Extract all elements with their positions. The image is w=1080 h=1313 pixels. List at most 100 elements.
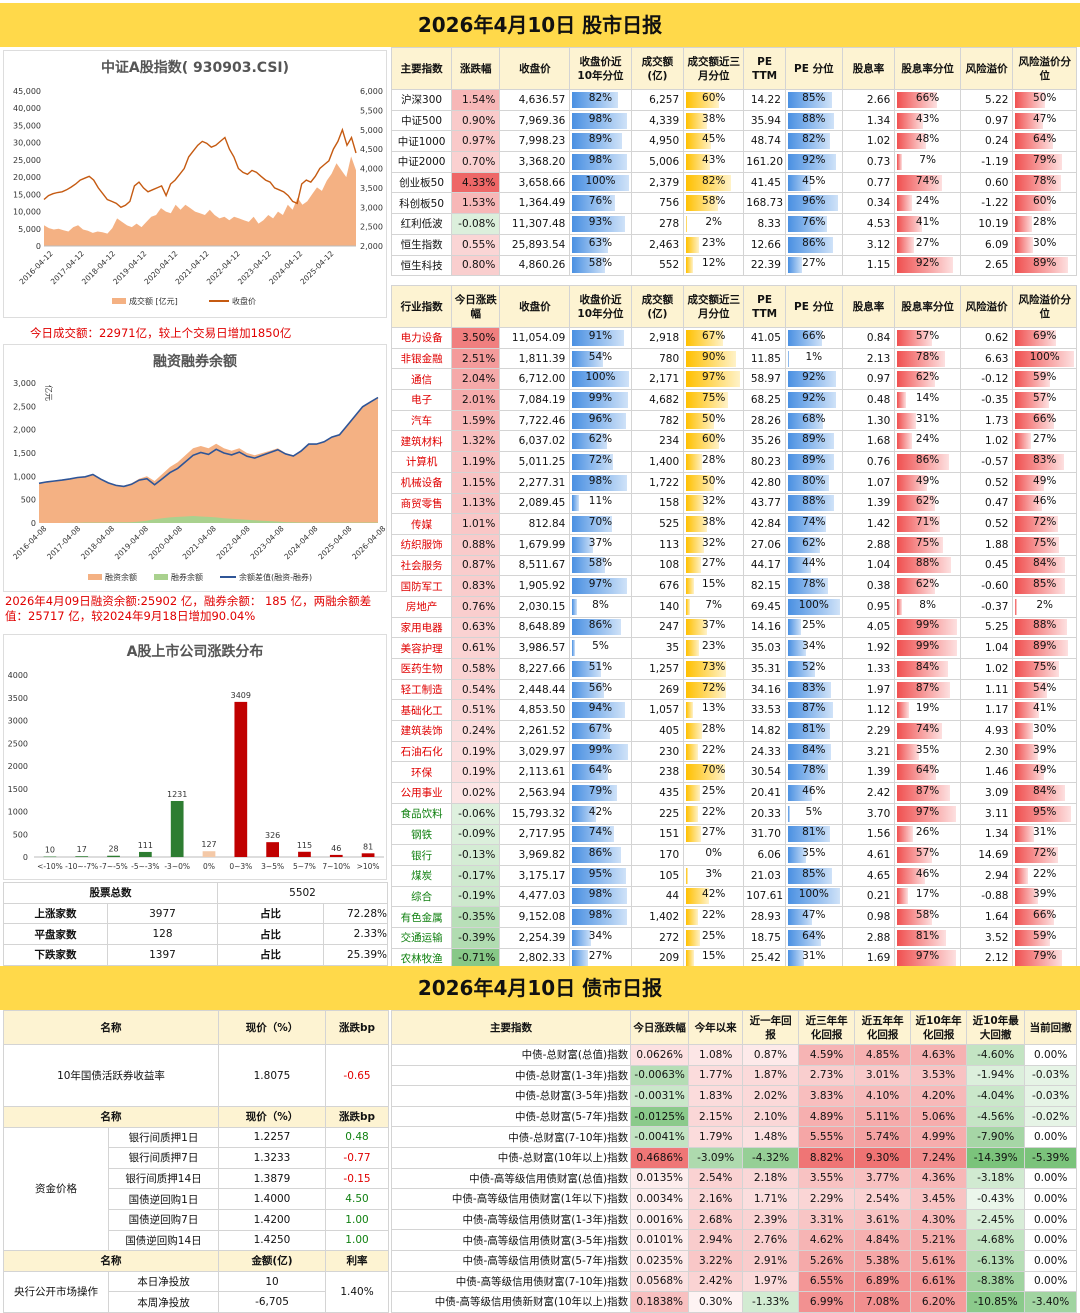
pboc-ops-label: 央行公开市场操作 xyxy=(3,1270,109,1313)
bar-value: 30% xyxy=(1033,722,1057,735)
bar-fill xyxy=(572,702,626,719)
bond-index-name: 中债-高等级信用债财富(3-5年)指数 xyxy=(390,1229,632,1251)
bar-value: 93% xyxy=(588,215,613,228)
data-label: 3409 xyxy=(231,691,251,700)
bond-value: 2.29% xyxy=(798,1188,856,1210)
x-tick: -10~-7% xyxy=(65,862,98,871)
change-cell: -0.35% xyxy=(451,906,501,928)
y-right-tick: 2,000 xyxy=(360,242,383,251)
index-name: 汽车 xyxy=(390,409,453,432)
data-bar: 24% xyxy=(897,433,958,450)
percentile-cell: 38% xyxy=(683,513,745,535)
col-header: 收盘价 xyxy=(499,47,571,90)
value-cell: 0.97 xyxy=(841,368,896,391)
ratio-label: 占比 xyxy=(217,944,324,966)
bar-fill xyxy=(897,805,957,822)
value-cell: 1.88 xyxy=(959,533,1014,556)
value-cell: 14.16 xyxy=(743,616,786,639)
bar-fill xyxy=(897,598,903,615)
bar-fill xyxy=(1015,257,1068,274)
bond-value: 7.08% xyxy=(854,1291,912,1313)
percentile-cell: 62% xyxy=(894,368,961,391)
data-bar: 12% xyxy=(686,257,741,274)
bar-fill xyxy=(1015,174,1062,191)
table-row: 综合 -0.19% 4,477.03 98% 44 42% 107.61 100% 0.21 17… xyxy=(390,885,1077,908)
value-cell: 43.77 xyxy=(743,492,786,515)
legend-diff: 余额差值(融资-融券) xyxy=(239,572,312,582)
data-bar: 41% xyxy=(897,215,958,232)
bond-value: 0.0016% xyxy=(630,1208,690,1231)
value-cell: 33.53 xyxy=(743,699,786,722)
data-bar: 1% xyxy=(787,350,840,367)
index-name: 通信 xyxy=(390,368,453,391)
bar-value: 35% xyxy=(915,743,940,756)
bar-value: 43% xyxy=(702,153,726,166)
bond-value: -0.0041% xyxy=(630,1126,690,1148)
data-bar: 100% xyxy=(787,598,840,615)
value-cell: 11,054.09 xyxy=(499,327,571,349)
bond-value: 4.36% xyxy=(910,1167,968,1190)
bar-fill xyxy=(572,91,619,108)
data-bar: 7% xyxy=(686,598,741,615)
y-tick: 3000 xyxy=(8,717,28,726)
value-cell: 108 xyxy=(630,554,685,577)
chart-title: A股上市公司涨跌分布 xyxy=(126,644,264,660)
percentile-cell: 19% xyxy=(894,699,961,722)
percentile-cell: 22% xyxy=(1012,864,1077,887)
bond-index-name: 中债-高等级信用债财富(7-10年)指数 xyxy=(390,1270,632,1293)
change-cell: 0.90% xyxy=(451,109,501,132)
data-bar: 27% xyxy=(787,257,840,274)
percentile-cell: 95% xyxy=(569,864,632,887)
bar-value: 78% xyxy=(802,764,826,777)
bar-value: 71% xyxy=(915,516,940,529)
percentile-cell: 82% xyxy=(784,130,843,153)
data-bar: 46% xyxy=(787,784,840,801)
value-cell: 1.46 xyxy=(959,761,1014,784)
bar-fill xyxy=(787,598,840,615)
bond-index-name: 中债-高等级信用债财富(总值)指数 xyxy=(390,1167,632,1190)
bar-fill xyxy=(1015,329,1056,346)
bar-fill xyxy=(897,764,937,781)
bar-value: 54% xyxy=(1033,681,1057,694)
rise-fall-distribution-svg: 4000 3500 3000 2500 2000 1500 1000 500 0 10 <-10% 1… xyxy=(8,671,384,871)
bond-index-name: 中债-总财富(7-10年)指数 xyxy=(390,1126,632,1148)
percentile-cell: 75% xyxy=(683,389,745,411)
percentile-cell: 54% xyxy=(569,347,632,370)
bar-value: 89% xyxy=(1033,257,1057,270)
bar-fill xyxy=(787,909,813,926)
y-left-tick: 30,000 xyxy=(13,139,41,148)
change-cell: 0.80% xyxy=(451,254,501,277)
value-cell: 20.33 xyxy=(743,802,786,825)
value-cell: 2,254.39 xyxy=(499,926,571,949)
data-bar: 27% xyxy=(897,236,958,253)
col-header: 股息率 xyxy=(841,47,896,90)
bar-value: 64% xyxy=(915,764,940,777)
bar-fill xyxy=(1015,557,1065,574)
bar-fill xyxy=(897,784,951,801)
data-bar: 62% xyxy=(897,371,958,388)
percentile-cell: 93% xyxy=(569,213,632,235)
margin-balance-svg: 亿元 3,000 2,500 2,000 1,500 1,000 500 02016-04-0… xyxy=(11,379,387,582)
percentile-cell: 1% xyxy=(784,347,843,370)
table-row: 基础化工 0.51% 4,853.50 94% 1,057 13% 33.53 87% 1.12… xyxy=(390,699,1077,722)
bond-value: 0.0626% xyxy=(630,1044,690,1066)
bar-fill xyxy=(572,153,628,170)
bond-value: 0.4686% xyxy=(630,1146,690,1169)
percentile-cell: 73% xyxy=(683,658,745,680)
value-cell: 69.45 xyxy=(743,595,786,618)
bond-value: -1.33% xyxy=(742,1291,800,1313)
percentile-cell: 70% xyxy=(569,513,632,535)
data-bar: 62% xyxy=(897,495,958,512)
table-row: 房地产 0.76% 2,030.15 8% 140 7% 69.45 100% 0.95 8% -0… xyxy=(390,595,1077,618)
data-bar: 66% xyxy=(787,329,840,346)
data-bar: 28% xyxy=(686,453,741,470)
index-name: 纺织服饰 xyxy=(390,533,453,556)
y-left-tick: 5,000 xyxy=(18,225,41,234)
y-right-tick: 3,500 xyxy=(360,184,383,193)
col-header: 今日涨跌幅 xyxy=(451,285,501,328)
data-bar: 23% xyxy=(686,236,741,253)
percentile-cell: 78% xyxy=(894,347,961,370)
percentile-cell: 88% xyxy=(784,492,843,515)
percentile-cell: 97% xyxy=(569,575,632,597)
y-tick: 3,000 xyxy=(13,379,36,388)
